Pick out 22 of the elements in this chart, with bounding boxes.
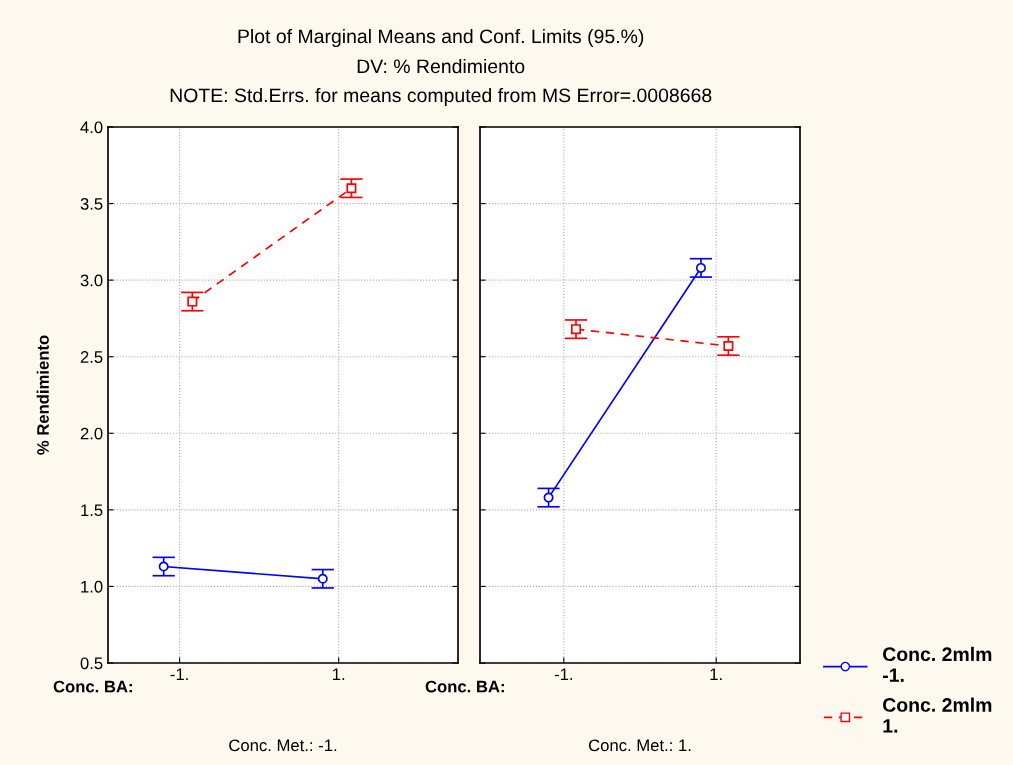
y-tick-label: 2.5 [80, 351, 103, 363]
y-tick-label: 2.0 [80, 427, 103, 440]
text: Conc. BA: [53, 680, 132, 693]
y-tick-label: 1.0 [81, 580, 103, 593]
chart-subtitle: DV: % Rendimiento [357, 58, 525, 74]
x-tick-label: 1. [710, 668, 722, 680]
x-axis-title: Conc. Met.: -1. [229, 739, 337, 752]
y-tick-label: 3.5 [80, 197, 103, 210]
legend-label: Conc. 2mlm -1. [882, 646, 992, 682]
x-tick-label: -1. [554, 668, 573, 680]
y-axis-title: % Rendimiento [36, 335, 49, 455]
text: NOTE: Std.Errs. for means computed from MS Error=.0008668 [170, 87, 712, 107]
text: Conc. BA: [425, 680, 504, 693]
y-tick-label: 3.0 [80, 274, 103, 287]
legend-label: Conc. 2mlm 1. [883, 697, 992, 733]
y-tick-label: 1.5 [81, 504, 103, 517]
chart-title: Plot of Marginal Means and Conf. Limits (95.%) [238, 28, 644, 48]
x-tick-label: 1. [333, 668, 345, 680]
y-tick-label: 4.0 [80, 121, 103, 134]
x-axis-title: Conc. Met.: 1. [588, 739, 691, 752]
y-tick-label: 0.5 [80, 657, 103, 670]
x-tick-label: -1. [170, 668, 188, 680]
